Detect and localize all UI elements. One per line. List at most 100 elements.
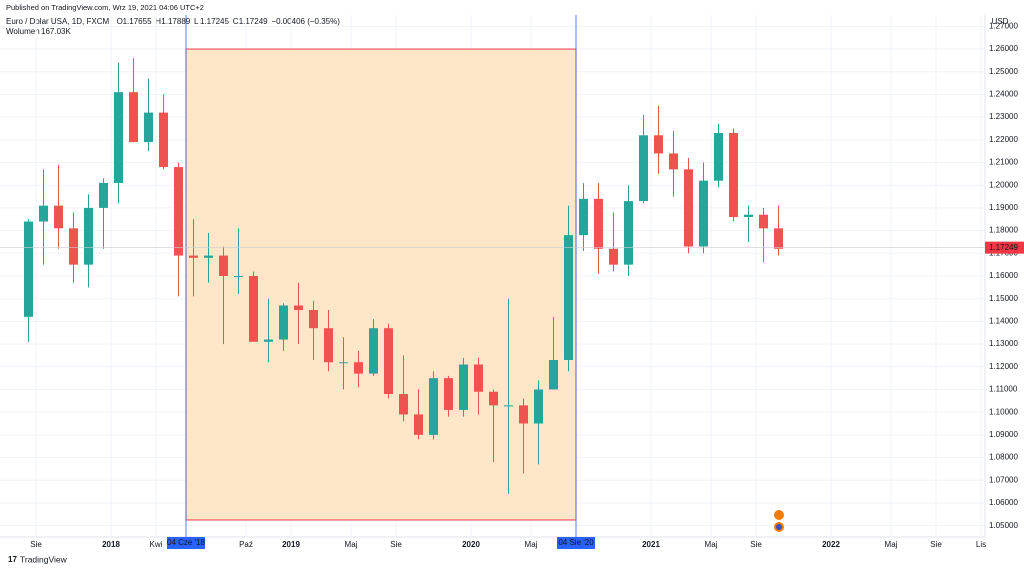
candle-body [699, 180, 708, 247]
y-tick-label: 1.21000 [989, 158, 1018, 167]
candle-body [534, 389, 543, 424]
candle-body [429, 378, 438, 435]
footer-brand[interactable]: TradingView [20, 554, 68, 564]
y-tick-label: 1.05000 [989, 521, 1018, 530]
candle-body [654, 135, 663, 154]
candle-body [579, 198, 588, 236]
x-tick-label: Sie [750, 540, 762, 549]
logo-mark: 17 [8, 555, 17, 564]
ohlc-key: O [117, 17, 123, 26]
candle-body [609, 248, 618, 265]
volume-value: 167.03K [41, 27, 71, 36]
y-tick-label: 1.16000 [989, 271, 1018, 280]
candle-body [729, 133, 738, 217]
x-tick-label: Kwi [150, 540, 163, 549]
ohlc-key: H [155, 17, 161, 26]
candle-body [549, 359, 558, 390]
y-tick-label: 1.13000 [989, 339, 1018, 348]
x-tick-label: 2019 [282, 540, 300, 549]
event-icon [774, 510, 784, 520]
candle-body [384, 328, 393, 395]
legend: Euro / Dolar USA, 1D, FXCM O 1.17655 H 1.178… [6, 17, 340, 36]
volume-label: Wolumen [6, 27, 40, 36]
y-tick-label: 1.10000 [989, 407, 1018, 416]
candle-body [714, 133, 723, 181]
candle-body [564, 235, 573, 360]
candle-body [84, 207, 93, 265]
ohlc-value: 1.17889 [161, 17, 190, 26]
candle-body [294, 305, 303, 311]
candle-body [324, 328, 333, 363]
ohlc-value: 1.17249 [239, 17, 268, 26]
candle-body [189, 255, 198, 258]
candle-body [159, 112, 168, 168]
candle-body [594, 198, 603, 249]
y-tick-label: 1.20000 [989, 180, 1018, 189]
published-note: Published on TradingView.com, Wrz 19, 20… [6, 3, 204, 12]
last-price-label: 1.17249 [989, 243, 1018, 252]
y-tick-label: 1.08000 [989, 453, 1018, 462]
candle-body [234, 276, 243, 277]
candle-body [444, 378, 453, 410]
y-tick-label: 1.26000 [989, 44, 1018, 53]
y-tick-label: 1.12000 [989, 362, 1018, 371]
change-value: −0.00406 (−0.35%) [271, 17, 340, 26]
y-tick-label: 1.14000 [989, 317, 1018, 326]
event-icon [776, 524, 782, 530]
candle-body [474, 364, 483, 392]
candle-body [69, 228, 78, 265]
y-tick-label: 1.09000 [989, 430, 1018, 439]
y-tick-label: 1.07000 [989, 475, 1018, 484]
candle-body [759, 214, 768, 229]
x-tick-label: Maj [345, 540, 358, 549]
candle-body [744, 214, 753, 217]
candle-body [129, 92, 138, 143]
range-marker-label: 04 Cze '18 [167, 538, 206, 547]
x-tick-label: Sie [390, 540, 402, 549]
x-tick-label: Maj [705, 540, 718, 549]
range-marker-box [167, 537, 205, 549]
candle-body [249, 276, 258, 342]
candle-body [354, 362, 363, 374]
x-tick-label: 2021 [642, 540, 660, 549]
y-tick-label: 1.27000 [989, 21, 1018, 30]
candle-body [774, 228, 783, 249]
candle-body [54, 205, 63, 229]
candle-body [669, 153, 678, 170]
candle-body [519, 405, 528, 424]
x-tick-label: Lis [976, 540, 986, 549]
candle-body [279, 305, 288, 340]
ohlc-value: 1.17655 [123, 17, 152, 26]
candle-body [459, 364, 468, 410]
x-tick-label: Maj [885, 540, 898, 549]
candle-body [684, 169, 693, 247]
x-tick-label: Sie [30, 540, 42, 549]
y-tick-label: 1.19000 [989, 203, 1018, 212]
candle-body [399, 394, 408, 415]
range-box [185, 48, 577, 521]
y-tick-label: 1.23000 [989, 112, 1018, 121]
candle-body [414, 414, 423, 435]
x-tick-label: 2018 [102, 540, 120, 549]
x-tick-label: Maj [525, 540, 538, 549]
y-tick-label: 1.15000 [989, 294, 1018, 303]
y-tick-label: 1.18000 [989, 226, 1018, 235]
currency-label: USD [992, 17, 1009, 26]
y-tick-label: 1.22000 [989, 135, 1018, 144]
legend-symbol: Euro / Dolar USA, 1D, FXCM [6, 17, 109, 26]
range-marker-label: 04 Sie '20 [558, 538, 594, 547]
x-tick-label: Paź [239, 540, 253, 549]
ohlc-value: 1.17245 [200, 17, 229, 26]
candle-body [99, 182, 108, 208]
y-tick-label: 1.11000 [989, 385, 1018, 394]
candle-body [369, 328, 378, 374]
ohlc-key: C [233, 17, 239, 26]
x-tick-label: 2020 [462, 540, 480, 549]
candle-body [489, 391, 498, 406]
last-price-box [985, 241, 1024, 254]
candle-body [114, 92, 123, 183]
candle-body [24, 221, 33, 317]
range-marker-box [557, 537, 595, 549]
y-tick-label: 1.06000 [989, 498, 1018, 507]
